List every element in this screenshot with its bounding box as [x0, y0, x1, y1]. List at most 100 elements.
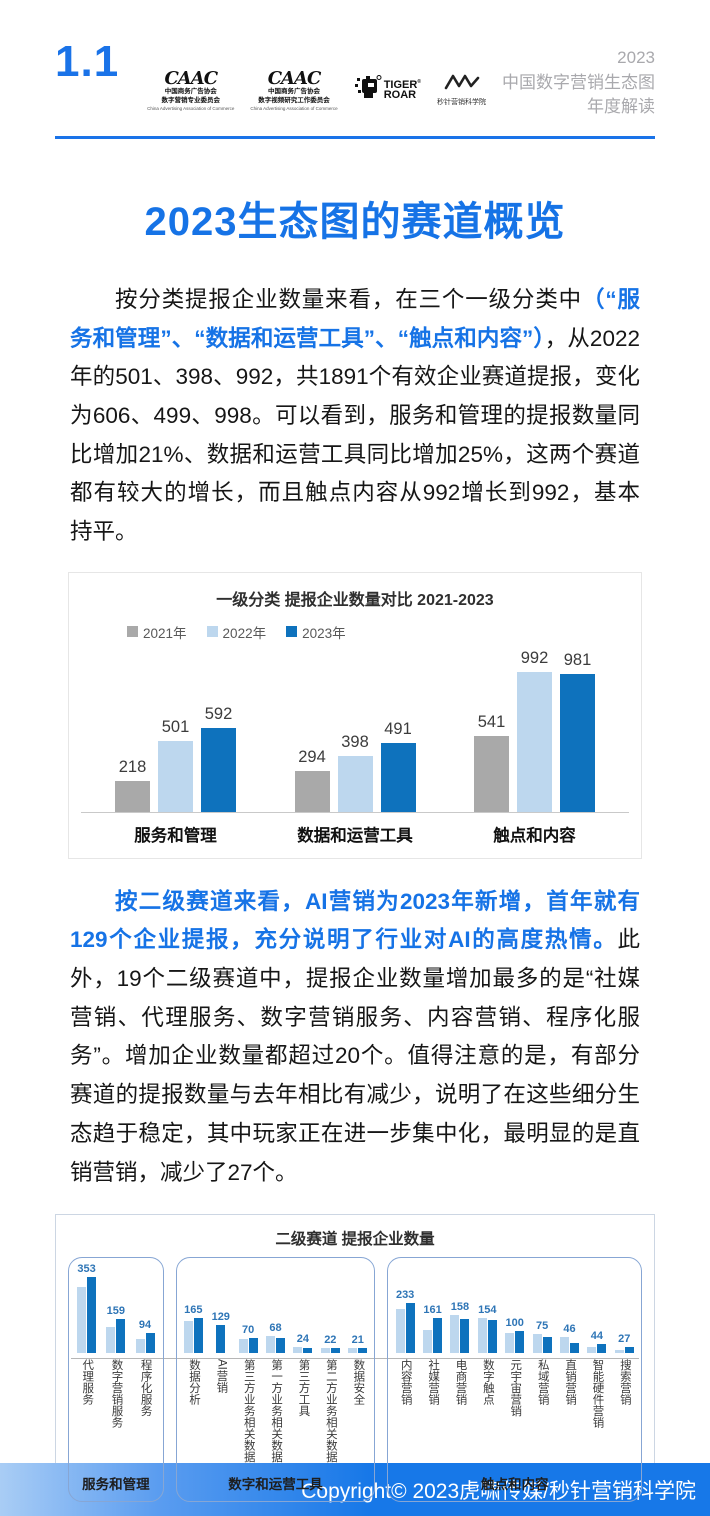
bar-slot: 100	[501, 1317, 528, 1354]
bar-2023	[248, 1338, 258, 1354]
bar-value-label: 159	[106, 1305, 126, 1318]
bar-slot: 158	[446, 1301, 473, 1354]
bar-pair: 154	[477, 1304, 497, 1354]
bar-value-label: 46	[563, 1323, 576, 1336]
bar-value-label: 75	[535, 1320, 549, 1333]
bar-slot: 165	[180, 1304, 207, 1354]
label-slot: AI营销	[207, 1359, 234, 1465]
bar-2023	[405, 1303, 415, 1354]
bar-2023	[216, 1325, 226, 1354]
category-group-box: 353 159 94 代理服务 数字营销服务 程序化服务 服务和管理	[68, 1257, 164, 1503]
item-label: 直销营销	[564, 1359, 577, 1406]
label-slot: 程序化服务	[130, 1359, 159, 1465]
bar-group: 294 398 491	[294, 720, 416, 812]
chart1-plot: 218 501 592 294 398 491 541 992 981	[81, 642, 629, 813]
bar-2022	[238, 1339, 248, 1354]
bar-slot: 44	[583, 1330, 610, 1354]
bar-2023	[487, 1320, 497, 1354]
bar-pair: 46	[559, 1323, 579, 1354]
bar-2022	[293, 1347, 303, 1354]
item-label: 第三方业务相关数据	[242, 1359, 255, 1463]
bar: 992	[517, 649, 552, 812]
group-label: 数字和运营工具	[228, 1477, 323, 1493]
bar-slot: 24	[289, 1333, 316, 1354]
bar-value-label: 161	[423, 1304, 442, 1317]
caac-digital-logo: CAAC 中国商务广告协会 数字营销专业委员会 China Advertisin…	[147, 70, 234, 111]
caac-sub-en: China Advertising Association of Commerc…	[147, 105, 235, 111]
bar-pair: 27	[614, 1333, 634, 1354]
bar-2022	[77, 1287, 87, 1354]
bar-value-label: 24	[296, 1333, 310, 1346]
legend-item: 2021年	[127, 622, 187, 642]
bar-slot: 22	[317, 1334, 344, 1354]
bar-2023	[460, 1319, 470, 1354]
bar-value-label: 233	[395, 1289, 415, 1302]
bar-value-label: 27	[618, 1333, 631, 1346]
bars-row: 165 129 70 68 24 22 21	[180, 1265, 372, 1354]
bar-2023	[276, 1338, 286, 1354]
bar-value-label: 981	[563, 650, 592, 669]
item-label: 数字触点	[481, 1359, 494, 1406]
bar-2023	[116, 1319, 126, 1354]
text-segment: ，从2022年的501、398、992，共1891个有效企业赛道提报，变化为60…	[70, 325, 640, 545]
page-title: 2023生态图的赛道概览	[144, 199, 566, 244]
label-slot: 私域营销	[528, 1359, 555, 1465]
bar-2022	[450, 1315, 460, 1354]
legend-label: 2022年	[222, 625, 267, 641]
item-label: 数字营销服务	[110, 1359, 123, 1429]
bar: 398	[337, 733, 373, 812]
item-label: 第一方业务相关数据	[270, 1359, 283, 1463]
tiger-icon	[354, 74, 382, 107]
bar-group: 218 501 592	[115, 705, 236, 812]
bar-pair: 129	[212, 1311, 230, 1354]
legend-item: 2023年	[286, 622, 346, 642]
bar-slot: 21	[344, 1334, 371, 1354]
item-label: 元宇宙营销	[509, 1359, 522, 1417]
bar-value-label: 294	[298, 747, 326, 766]
bar-2023	[193, 1318, 203, 1354]
bar-pair: 161	[423, 1304, 443, 1354]
bar-value-label: 501	[161, 717, 190, 736]
label-slot: 元宇宙营销	[501, 1359, 528, 1465]
labels-row: 内容营销 社媒营销 电商营销 数字触点 元宇宙营销 私域营销 直销营销 智能硬件营销 搜索营销	[391, 1359, 638, 1465]
label-slot: 数据安全	[344, 1359, 371, 1465]
bar-2022	[135, 1339, 145, 1354]
bar-slot: 159	[101, 1305, 130, 1354]
report-title-line1: 中国数字营销生态图	[502, 72, 655, 92]
legend-swatch	[206, 626, 218, 638]
chart2-groups: 353 159 94 代理服务 数字营销服务 程序化服务 服务和管理 165 129 70 68 24…	[68, 1257, 642, 1503]
label-slot: 数据分析	[180, 1359, 207, 1465]
item-label: 智能硬件营销	[591, 1359, 604, 1429]
bar-2022	[423, 1330, 433, 1354]
group-label: 服务和管理	[82, 1477, 150, 1493]
bar: 501	[158, 718, 193, 812]
legend-label: 2023年	[302, 625, 346, 641]
bar-group: 541 992 981	[474, 649, 595, 812]
label-slot: 内容营销	[391, 1359, 418, 1465]
bar-2022	[266, 1336, 276, 1354]
bar-2022	[532, 1334, 542, 1354]
bar-pair: 22	[320, 1334, 340, 1354]
minsight-logo: 秒针营销科学院	[437, 74, 486, 107]
tiger-line1: TIGER	[383, 79, 418, 92]
bar-2023	[330, 1348, 340, 1354]
bar-2022	[559, 1337, 569, 1354]
bar-value-label: 44	[590, 1330, 603, 1343]
bar-slot: 94	[130, 1319, 159, 1354]
bar-pair: 75	[532, 1320, 552, 1354]
bar-pair: 24	[293, 1333, 313, 1354]
section-number: 1.1	[55, 37, 120, 86]
bar-value-label: 218	[118, 757, 147, 776]
bar-value-label: 129	[211, 1311, 230, 1324]
label-slot: 社媒营销	[419, 1359, 446, 1465]
bar-2022	[614, 1350, 624, 1354]
bar-pair: 165	[183, 1304, 203, 1354]
bar: 294	[294, 748, 330, 812]
bar-pair: 21	[348, 1334, 368, 1354]
bar-value-label: 21	[351, 1334, 364, 1347]
label-slot: 搜索营销	[611, 1359, 638, 1465]
bar-pair: 158	[450, 1301, 470, 1354]
item-label: 电商营销	[454, 1359, 467, 1406]
text-segment: 按分类提报企业数量来看，在三个一级分类中	[115, 286, 583, 312]
